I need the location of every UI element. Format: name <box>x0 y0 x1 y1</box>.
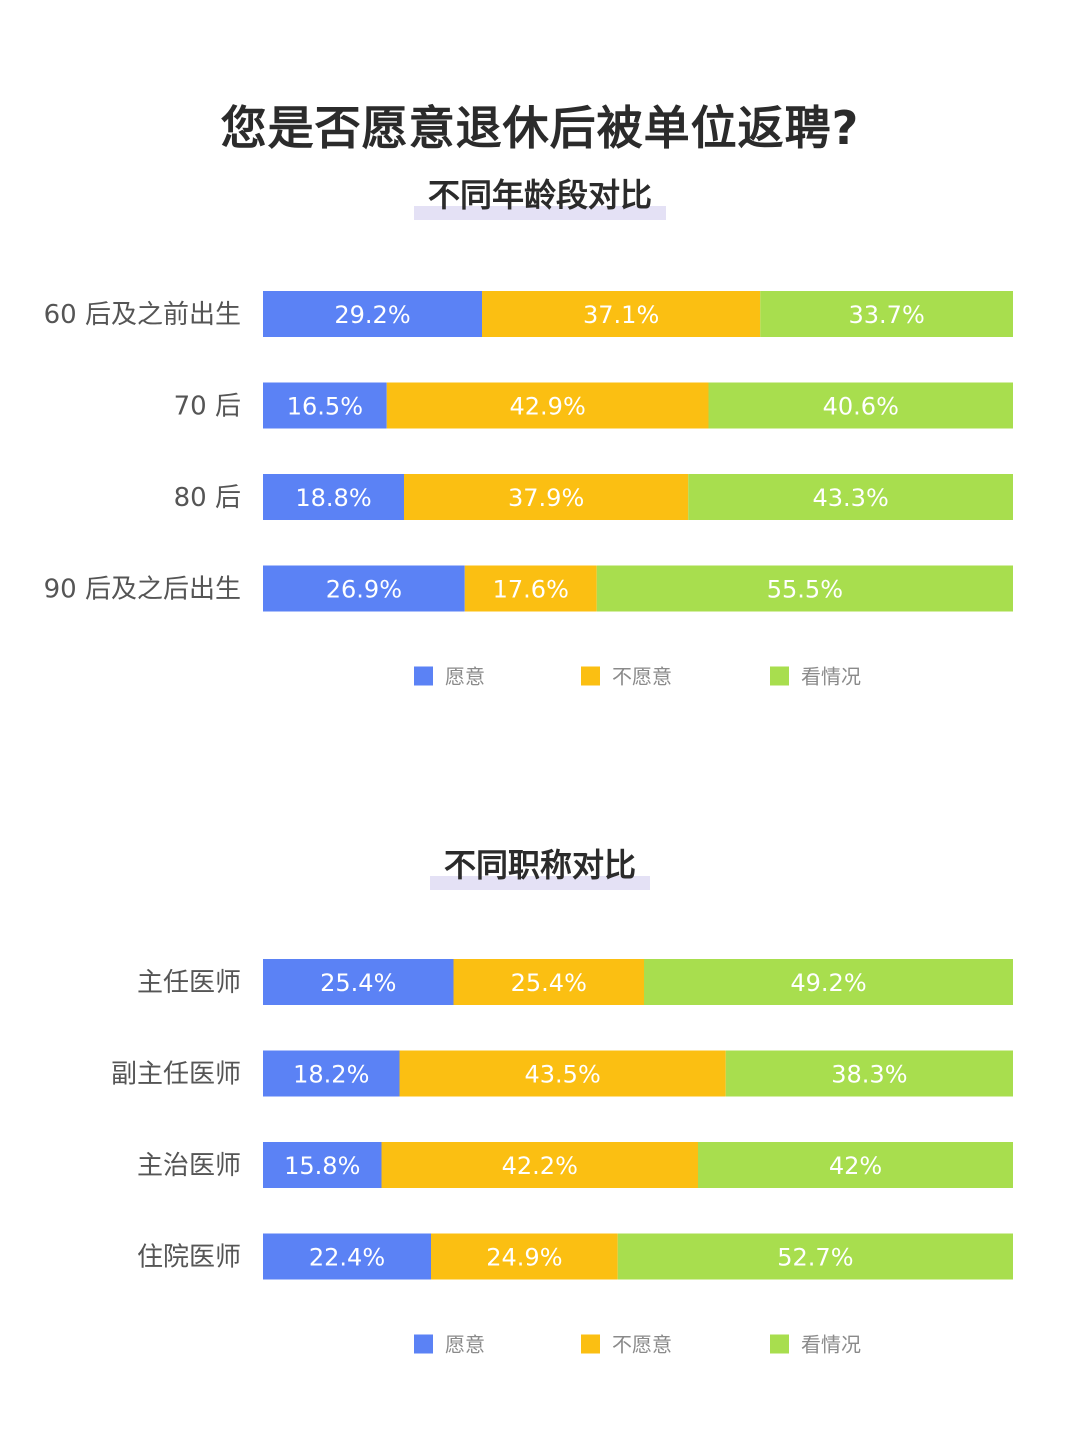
data-label: 38.3% <box>831 1061 907 1089</box>
data-label: 15.8% <box>284 1152 360 1180</box>
age-comparison-chart: 60 后及之前出生 29.2% 37.1% 33.7% 70 后 16.5% 42.9% 40… <box>44 291 1013 689</box>
bar-segment-willing <box>263 291 482 337</box>
legend-label: 看情况 <box>801 665 861 689</box>
data-label: 18.2% <box>293 1061 369 1089</box>
title-chart-subtitle-wrap: 不同职称对比 <box>0 840 1080 890</box>
legend-label: 愿意 <box>445 665 485 689</box>
bar-segment-willing <box>263 1233 431 1280</box>
data-label: 40.6% <box>823 393 899 421</box>
bar-segment-unwilling <box>464 565 597 612</box>
data-label: 37.9% <box>508 484 584 512</box>
data-label: 33.7% <box>849 301 925 329</box>
legend-item: 愿意 <box>414 1333 485 1357</box>
bar-segment-unwilling <box>381 1142 698 1188</box>
legend-item: 不愿意 <box>581 1333 672 1357</box>
data-label: 24.9% <box>486 1244 562 1272</box>
data-label: 26.9% <box>326 576 402 604</box>
legend-label: 愿意 <box>445 1333 485 1357</box>
main-title: 您是否愿意退休后被单位返聘? <box>220 101 860 155</box>
bar-segment-willing <box>263 959 454 1005</box>
row-label: 80 后 <box>174 483 241 513</box>
legend-item: 看情况 <box>770 665 861 689</box>
bar-segment-unwilling <box>482 291 761 337</box>
bar-segment-willing <box>263 1142 382 1188</box>
data-label: 55.5% <box>767 576 843 604</box>
subtitle-highlight <box>429 876 650 890</box>
legend-item: 愿意 <box>414 665 485 689</box>
bar-segment-depends <box>725 1050 1013 1097</box>
data-label: 37.1% <box>583 301 659 329</box>
data-label: 29.2% <box>334 301 410 329</box>
subtitle-highlight <box>413 206 666 220</box>
data-label: 42% <box>829 1152 882 1180</box>
bar-segment-willing <box>263 565 465 612</box>
data-label: 52.7% <box>777 1244 853 1272</box>
bar-row: 主治医师 15.8% 42.2% 42% <box>137 1142 1013 1188</box>
data-label: 16.5% <box>287 393 363 421</box>
bar-segment-unwilling <box>431 1233 618 1280</box>
legend-item: 看情况 <box>770 1333 861 1357</box>
bar-segment-willing <box>263 1050 400 1097</box>
bar-row: 主任医师 25.4% 25.4% 49.2% <box>137 959 1013 1005</box>
professional-title-comparison-chart: 主任医师 25.4% 25.4% 49.2% 副主任医师 18.2% 43.5% 38.3% 主… <box>111 959 1013 1357</box>
bar-segment-depends <box>644 959 1013 1005</box>
row-label: 90 后及之后出生 <box>44 575 241 605</box>
data-label: 17.6% <box>493 576 569 604</box>
data-label: 42.9% <box>510 393 586 421</box>
legend: 愿意 不愿意 看情况 <box>414 1333 861 1357</box>
bar-segment-unwilling <box>399 1050 726 1097</box>
bar-segment-unwilling <box>453 959 644 1005</box>
bar-segment-depends <box>688 474 1013 520</box>
data-label: 42.2% <box>502 1152 578 1180</box>
legend-swatch <box>770 666 789 686</box>
legend-swatch <box>414 666 433 686</box>
row-label: 住院医师 <box>137 1243 241 1273</box>
bar-segment-unwilling <box>386 382 709 429</box>
bar-segment-willing <box>263 382 387 429</box>
age-chart-subtitle-text: 不同年龄段对比 <box>427 176 652 214</box>
bar-row: 60 后及之前出生 29.2% 37.1% 33.7% <box>44 291 1013 337</box>
row-label: 70 后 <box>174 392 241 422</box>
bar-row: 副主任医师 18.2% 43.5% 38.3% <box>111 1050 1013 1097</box>
bar-segment-depends <box>760 291 1013 337</box>
bar-row: 80 后 18.8% 37.9% 43.3% <box>174 474 1013 520</box>
data-label: 43.3% <box>813 484 889 512</box>
data-label: 43.5% <box>525 1061 601 1089</box>
bar-segment-depends <box>708 382 1013 429</box>
row-label: 60 后及之前出生 <box>44 300 241 330</box>
bar-row: 70 后 16.5% 42.9% 40.6% <box>174 382 1013 429</box>
legend-swatch <box>581 1334 600 1354</box>
bar-segment-depends <box>617 1233 1013 1280</box>
age-chart-subtitle: 不同年龄段对比 <box>413 170 666 220</box>
legend-label: 看情况 <box>801 1333 861 1357</box>
bar-segment-unwilling <box>404 474 689 520</box>
data-label: 25.4% <box>511 969 587 997</box>
legend-item: 不愿意 <box>581 665 672 689</box>
legend-swatch <box>770 1334 789 1354</box>
data-label: 22.4% <box>309 1244 385 1272</box>
bar-segment-willing <box>263 474 404 520</box>
bar-segment-depends <box>698 1142 1013 1188</box>
legend-swatch <box>581 666 600 686</box>
row-label: 主治医师 <box>137 1151 241 1181</box>
bar-row: 住院医师 22.4% 24.9% 52.7% <box>137 1233 1013 1280</box>
bar-row: 90 后及之后出生 26.9% 17.6% 55.5% <box>44 565 1013 612</box>
age-chart-subtitle-wrap: 不同年龄段对比 <box>0 170 1080 220</box>
legend: 愿意 不愿意 看情况 <box>414 665 861 689</box>
row-label: 主任医师 <box>137 968 241 998</box>
data-label: 49.2% <box>790 969 866 997</box>
title-chart-subtitle: 不同职称对比 <box>429 840 650 890</box>
legend-label: 不愿意 <box>612 1333 672 1357</box>
data-label: 18.8% <box>295 484 371 512</box>
data-label: 25.4% <box>320 969 396 997</box>
legend-swatch <box>414 1334 433 1354</box>
bar-segment-depends <box>596 565 1013 612</box>
legend-label: 不愿意 <box>612 665 672 689</box>
title-chart-subtitle-text: 不同职称对比 <box>443 846 636 884</box>
row-label: 副主任医师 <box>111 1060 241 1090</box>
